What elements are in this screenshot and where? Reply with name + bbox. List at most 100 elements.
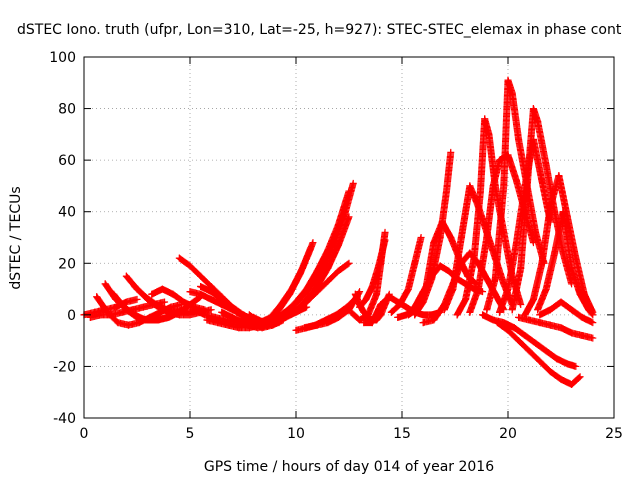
data-point — [375, 262, 383, 270]
data-point — [496, 308, 504, 316]
data-point — [163, 306, 171, 314]
data-point — [381, 236, 389, 244]
data-point — [536, 311, 544, 319]
data-point — [417, 234, 425, 241]
data-point — [197, 282, 205, 290]
data-point — [404, 311, 412, 319]
data-point — [515, 136, 523, 144]
data-point — [324, 264, 332, 272]
data-point — [504, 76, 512, 84]
data-point — [489, 316, 497, 324]
data-point — [462, 295, 470, 303]
data-point — [576, 290, 584, 298]
data-point — [500, 182, 508, 190]
y-tick-label: 100 — [49, 50, 76, 66]
data-point — [521, 331, 529, 339]
data-point — [245, 311, 253, 319]
data-point — [345, 259, 353, 267]
data-point — [381, 228, 389, 236]
data-point — [97, 311, 105, 319]
data-point — [334, 267, 342, 275]
data-point — [203, 316, 211, 324]
data-point — [324, 277, 332, 285]
data-point — [466, 182, 474, 190]
data-point — [536, 357, 544, 365]
data-point — [411, 311, 419, 319]
data-point — [341, 210, 349, 218]
series-track — [515, 313, 597, 342]
data-point — [161, 298, 169, 306]
data-point — [445, 267, 453, 275]
data-point — [443, 187, 451, 195]
data-point — [529, 295, 537, 303]
data-point — [120, 303, 128, 311]
data-point — [483, 234, 491, 241]
data-point — [504, 285, 512, 293]
data-point — [563, 360, 571, 368]
data-point — [419, 298, 427, 306]
data-point — [356, 288, 364, 296]
data-point — [449, 285, 457, 293]
data-point — [508, 306, 516, 314]
data-point — [311, 321, 319, 329]
data-point — [457, 234, 465, 241]
data-point — [515, 313, 523, 321]
data-point — [356, 316, 364, 324]
data-point — [364, 311, 372, 319]
data-point — [277, 301, 285, 309]
data-point — [568, 306, 576, 314]
data-point — [122, 298, 130, 306]
data-point — [474, 285, 482, 293]
data-point — [186, 288, 194, 296]
data-point — [260, 321, 268, 329]
data-point — [349, 179, 357, 187]
data-point — [555, 172, 563, 180]
data-point — [103, 308, 111, 316]
data-point — [385, 293, 393, 301]
data-point — [568, 329, 576, 337]
data-point — [309, 239, 317, 247]
data-point — [114, 319, 122, 327]
data-point — [298, 293, 306, 301]
series-track — [508, 105, 576, 314]
data-point — [419, 311, 427, 319]
x-tick-label: 10 — [287, 426, 305, 442]
data-point — [466, 308, 474, 316]
data-point — [93, 293, 101, 301]
data-point — [250, 313, 258, 321]
data-point — [394, 313, 402, 321]
data-point — [152, 301, 160, 309]
data-point — [542, 285, 550, 293]
plot-area-frame — [83, 56, 615, 419]
data-point — [542, 161, 550, 169]
data-point — [218, 308, 226, 316]
data-point — [568, 264, 576, 272]
data-point — [214, 319, 222, 327]
data-point — [525, 316, 533, 324]
data-point — [368, 319, 376, 327]
series-track — [267, 179, 357, 324]
data-point — [362, 295, 370, 303]
data-point — [322, 316, 330, 324]
data-point — [538, 177, 546, 185]
data-point — [568, 380, 576, 388]
data-point — [517, 264, 525, 272]
data-point — [334, 241, 342, 249]
series-track — [260, 213, 353, 329]
data-point — [578, 313, 586, 321]
data-point — [529, 105, 537, 113]
data-point — [404, 285, 412, 293]
series-track — [411, 148, 455, 319]
data-point — [512, 239, 520, 247]
data-point — [536, 319, 544, 327]
series-track — [536, 298, 597, 327]
data-point — [534, 306, 542, 314]
data-point — [491, 290, 499, 298]
data-point — [373, 290, 381, 298]
data-point — [491, 275, 499, 283]
tick-layer: 0 5 10 15 20 25 -40 -20 0 20 40 60 80 100 — [49, 50, 623, 442]
data-point — [233, 308, 241, 316]
data-point — [228, 313, 236, 321]
data-point — [419, 319, 427, 327]
